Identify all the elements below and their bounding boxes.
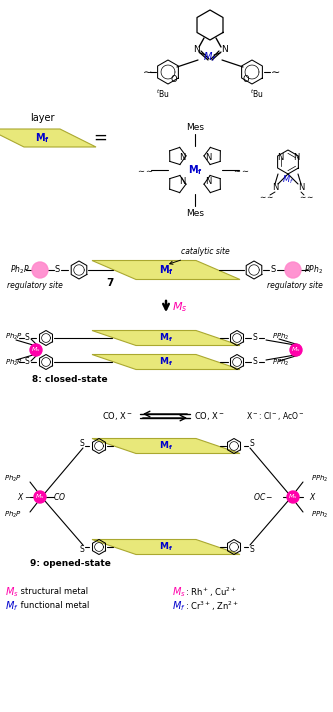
Text: $PPh_2$: $PPh_2$ [272, 358, 290, 368]
Text: layer: layer [30, 113, 54, 123]
Text: 7: 7 [106, 278, 114, 288]
Polygon shape [92, 330, 240, 345]
Text: $M_s$: $M_s$ [288, 493, 298, 501]
Text: S: S [54, 266, 60, 275]
Text: N: N [205, 154, 211, 162]
Text: $M_s$: $M_s$ [31, 345, 41, 355]
Text: N: N [293, 154, 299, 162]
Text: N: N [272, 184, 278, 192]
Text: $X-$: $X-$ [17, 491, 31, 503]
Text: $PPh_2$: $PPh_2$ [272, 332, 290, 342]
Text: 8: closed-state: 8: closed-state [32, 375, 108, 384]
Text: S: S [79, 439, 84, 449]
Text: $PPh_2$: $PPh_2$ [311, 510, 329, 520]
Text: structural metal: structural metal [18, 587, 88, 597]
Circle shape [287, 491, 299, 503]
Text: $\sim$: $\sim$ [140, 67, 152, 77]
Text: $\mathbf{M_f}$: $\mathbf{M_f}$ [187, 163, 202, 177]
Text: 9: opened-state: 9: opened-state [30, 560, 111, 568]
Text: =: = [93, 129, 107, 147]
Circle shape [30, 344, 42, 356]
Text: $\mathbf{M_f}$: $\mathbf{M_f}$ [159, 263, 173, 277]
Text: $\sim$: $\sim$ [268, 67, 280, 77]
Text: $M_s$: $M_s$ [5, 585, 19, 599]
Text: : Rh$^+$, Cu$^{2+}$: : Rh$^+$, Cu$^{2+}$ [185, 585, 237, 599]
Text: $\sim\!\!\sim$: $\sim\!\!\sim$ [298, 192, 314, 201]
Text: S: S [25, 333, 29, 342]
Text: $\mathbf{M_f}$: $\mathbf{M_f}$ [35, 131, 49, 145]
Text: S: S [270, 266, 276, 275]
Text: S: S [79, 545, 84, 553]
Text: $M_s$: $M_s$ [291, 345, 301, 355]
Text: $\mathbf{M_f}$: $\mathbf{M_f}$ [159, 356, 173, 368]
Text: $M_s$: $M_s$ [35, 493, 45, 501]
Text: $\sim\!\!\sim$: $\sim\!\!\sim$ [232, 165, 250, 174]
Text: $\mathbf{M_f}$: $\mathbf{M_f}$ [159, 332, 173, 344]
Text: $X$: $X$ [309, 491, 317, 503]
Text: $PPh_2$: $PPh_2$ [304, 263, 323, 276]
Text: S: S [253, 333, 257, 342]
Text: $M_s$: $M_s$ [172, 300, 188, 314]
Circle shape [285, 262, 301, 278]
Text: N: N [179, 154, 185, 162]
Polygon shape [92, 439, 240, 454]
Text: catalytic site: catalytic site [170, 248, 229, 264]
Text: N: N [298, 184, 304, 192]
Text: N: N [205, 177, 211, 187]
Text: S: S [249, 545, 254, 553]
Text: $^t$Bu: $^t$Bu [250, 88, 264, 100]
Text: O: O [171, 75, 177, 85]
Text: $Ph_2P$: $Ph_2P$ [4, 474, 22, 484]
Text: N: N [179, 177, 185, 187]
Text: $\mathbf{M_f}$: $\mathbf{M_f}$ [159, 440, 173, 452]
Text: $Ph_2P$: $Ph_2P$ [4, 510, 22, 520]
Circle shape [34, 491, 46, 503]
Text: $CO$: $CO$ [54, 491, 67, 503]
Polygon shape [0, 129, 96, 147]
Text: X$^-$: Cl$^-$, AcO$^-$: X$^-$: Cl$^-$, AcO$^-$ [246, 410, 304, 422]
Text: $Ph_2P$: $Ph_2P$ [5, 358, 23, 368]
Text: Mes: Mes [186, 209, 204, 217]
Text: $\sim\!\!\sim$: $\sim\!\!\sim$ [258, 192, 274, 201]
Text: functional metal: functional metal [18, 602, 89, 610]
Text: $\mathbf{M_f}$: $\mathbf{M_f}$ [159, 540, 173, 553]
Text: $M_f$: $M_f$ [203, 50, 217, 64]
Text: regulatory site: regulatory site [267, 281, 323, 290]
Text: CO, X$^-$: CO, X$^-$ [103, 410, 134, 422]
Text: regulatory site: regulatory site [7, 281, 63, 290]
Text: $Ph_2P$: $Ph_2P$ [5, 332, 23, 342]
Circle shape [32, 262, 48, 278]
Text: S: S [25, 357, 29, 367]
Text: O: O [243, 75, 249, 85]
Polygon shape [92, 355, 240, 370]
Text: $PPh_2$: $PPh_2$ [311, 474, 329, 484]
Text: $M_s$: $M_s$ [172, 585, 186, 599]
Text: $Ph_2P$: $Ph_2P$ [10, 263, 30, 276]
Text: N: N [192, 46, 199, 55]
Text: N: N [277, 154, 283, 162]
Circle shape [290, 344, 302, 356]
Polygon shape [92, 540, 240, 555]
Text: $M_f$: $M_f$ [5, 599, 19, 613]
Text: $M_f$: $M_f$ [172, 599, 185, 613]
Text: N: N [221, 46, 227, 55]
Text: CO, X$^-$: CO, X$^-$ [194, 410, 225, 422]
Text: S: S [249, 439, 254, 449]
Text: : Cr$^{3+}$, Zn$^{2+}$: : Cr$^{3+}$, Zn$^{2+}$ [185, 600, 239, 613]
Text: Mes: Mes [186, 123, 204, 132]
Text: S: S [253, 357, 257, 367]
Text: $^t$Bu: $^t$Bu [156, 88, 170, 100]
Polygon shape [92, 261, 240, 280]
Text: $OC-$: $OC-$ [252, 491, 273, 503]
Text: $M_f$: $M_f$ [282, 174, 294, 187]
Text: $\sim\!\!\sim$: $\sim\!\!\sim$ [136, 165, 154, 174]
